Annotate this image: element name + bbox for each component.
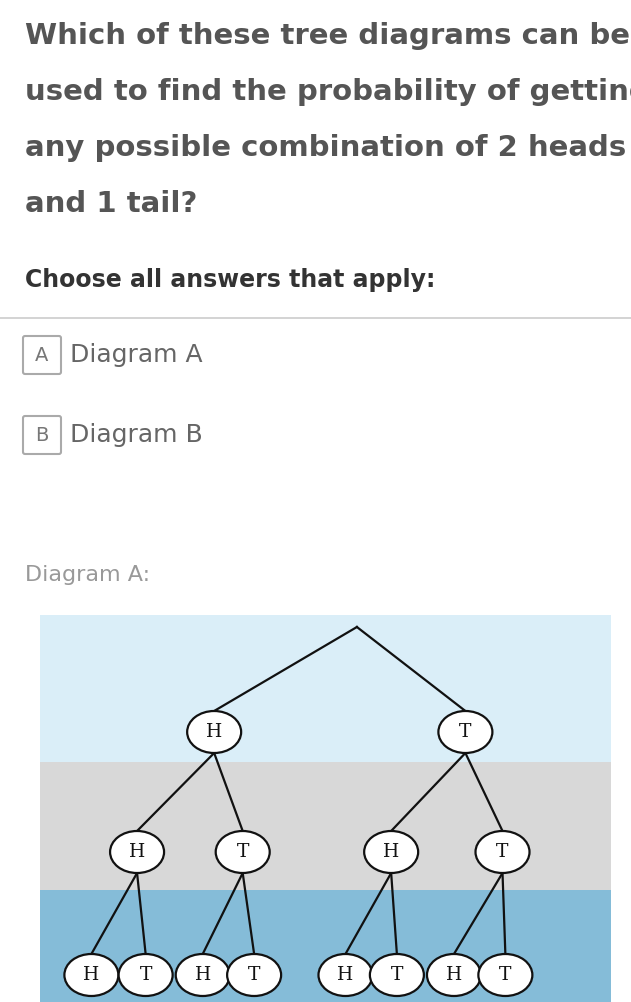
Text: T: T: [459, 723, 471, 741]
Text: Diagram B: Diagram B: [70, 423, 203, 447]
FancyBboxPatch shape: [23, 416, 61, 454]
Ellipse shape: [370, 954, 424, 996]
Text: H: H: [206, 723, 222, 741]
Ellipse shape: [439, 711, 492, 753]
FancyBboxPatch shape: [23, 336, 61, 374]
Text: H: H: [338, 966, 353, 984]
Text: Choose all answers that apply:: Choose all answers that apply:: [25, 268, 435, 292]
Text: used to find the probability of getting: used to find the probability of getting: [25, 78, 631, 106]
Ellipse shape: [364, 831, 418, 873]
Text: H: H: [446, 966, 462, 984]
Text: H: H: [383, 843, 399, 861]
Text: A: A: [35, 346, 49, 365]
Text: T: T: [237, 843, 249, 861]
Text: T: T: [139, 966, 152, 984]
Ellipse shape: [227, 954, 281, 996]
Text: T: T: [391, 966, 403, 984]
Ellipse shape: [64, 954, 119, 996]
Text: H: H: [194, 966, 211, 984]
Ellipse shape: [187, 711, 241, 753]
Ellipse shape: [176, 954, 230, 996]
Text: any possible combination of 2 heads: any possible combination of 2 heads: [25, 134, 626, 162]
Ellipse shape: [110, 831, 164, 873]
Bar: [40, 890, 611, 1002]
Text: Diagram A: Diagram A: [70, 343, 203, 367]
Text: and 1 tail?: and 1 tail?: [25, 190, 198, 218]
Bar: [40, 762, 611, 890]
Ellipse shape: [478, 954, 533, 996]
Text: Which of these tree diagrams can be: Which of these tree diagrams can be: [25, 22, 630, 50]
Text: T: T: [499, 966, 512, 984]
Ellipse shape: [319, 954, 372, 996]
Text: T: T: [497, 843, 509, 861]
Text: H: H: [129, 843, 145, 861]
Text: H: H: [83, 966, 100, 984]
Text: T: T: [248, 966, 261, 984]
Ellipse shape: [476, 831, 529, 873]
Bar: [40, 615, 611, 762]
Ellipse shape: [216, 831, 269, 873]
Text: Diagram A:: Diagram A:: [25, 565, 150, 585]
Text: B: B: [35, 426, 49, 445]
Ellipse shape: [119, 954, 173, 996]
Ellipse shape: [427, 954, 481, 996]
